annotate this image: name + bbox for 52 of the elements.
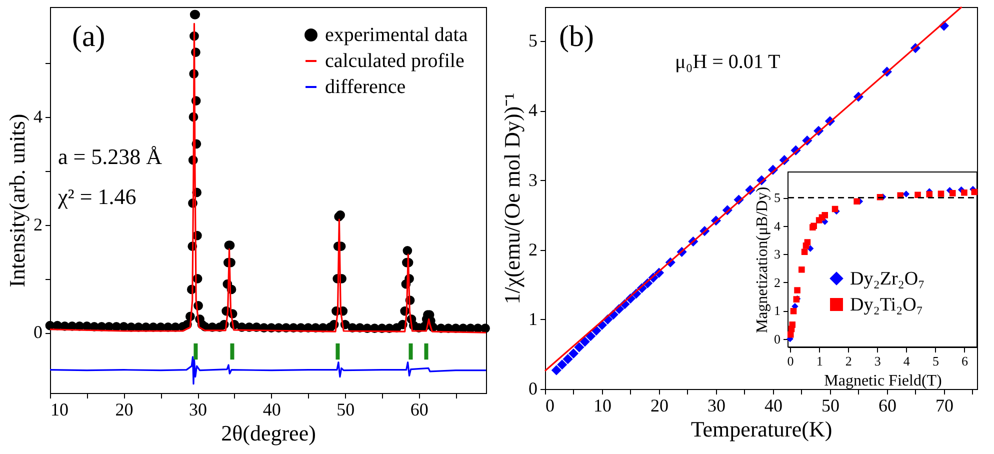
x-tick-label: 60 (410, 400, 428, 420)
legend-label: Dy₂Zr₂O₇ (850, 268, 925, 290)
x-tick-label: 20 (650, 396, 668, 416)
x-tick-label: 40 (262, 400, 281, 420)
x-tick-label: 3 (874, 354, 881, 368)
y-tick-label: 2 (774, 274, 780, 290)
x-tick-label: 10 (50, 400, 68, 420)
x-tick-label: 0 (787, 354, 794, 368)
y-tick-label: 2 (34, 214, 42, 234)
x-tick-label: 0 (546, 396, 554, 416)
y-tick-label: 2 (528, 239, 538, 260)
x-tick-label: 4 (903, 354, 910, 368)
y-tick-label: 3 (774, 246, 780, 262)
y-axis-title: Intensity(arb. units) (4, 114, 30, 288)
x-tick-label: 40 (764, 396, 782, 416)
y-tick-label: 0 (774, 331, 780, 346)
y-tick-label: 1 (528, 308, 538, 329)
legend-label: Dy₂Ti₂O₇ (850, 294, 924, 316)
y-tick-label: 3 (528, 170, 538, 190)
x-tick-label: 10 (593, 396, 612, 416)
y-tick-label: 0 (528, 378, 538, 398)
y-tick-label: 4 (528, 100, 538, 120)
annotation: a = 5.238 Å (58, 144, 162, 169)
annotation: (a) (72, 20, 106, 53)
x-tick-label: 1 (816, 354, 823, 368)
x-tick-label: 30 (707, 396, 726, 416)
x-tick-label: 50 (821, 396, 840, 416)
x-axis-title: Temperature(K) (690, 416, 832, 442)
x-tick-label: 50 (336, 400, 355, 420)
legend-label: experimental data (325, 24, 468, 46)
x-tick-label: 60 (878, 396, 896, 416)
y-axis-title: Magnetization(μB/Dy) (754, 186, 771, 334)
y-tick-label: 1 (774, 303, 780, 318)
x-axis-title: 2θ(degree) (221, 420, 316, 446)
x-tick-label: 20 (115, 400, 134, 420)
legend-label: calculated profile (325, 50, 464, 72)
y-tick-label: 4 (774, 218, 781, 234)
y-tick-label: 4 (34, 106, 42, 126)
x-tick-label: 2 (845, 354, 852, 368)
y-tick-label: 5 (774, 190, 780, 206)
y-tick-label: 5 (528, 30, 538, 51)
legend-label: difference (325, 76, 406, 98)
x-tick-label: 5 (932, 354, 939, 368)
x-tick-label: 6 (961, 354, 968, 368)
y-tick-label: 0 (34, 322, 42, 342)
annotation: μ₀H = 0.01 T (675, 51, 780, 73)
x-tick-label: 30 (189, 400, 208, 420)
x-axis-title: Magnetic Field(T) (824, 372, 942, 390)
annotation: (b) (559, 20, 594, 53)
y-axis-title: 1/χ(emu/(Oe mol Dy))⁻¹ (500, 92, 524, 304)
x-tick-label: 70 (935, 396, 954, 416)
annotation: χ² = 1.46 (57, 184, 136, 209)
